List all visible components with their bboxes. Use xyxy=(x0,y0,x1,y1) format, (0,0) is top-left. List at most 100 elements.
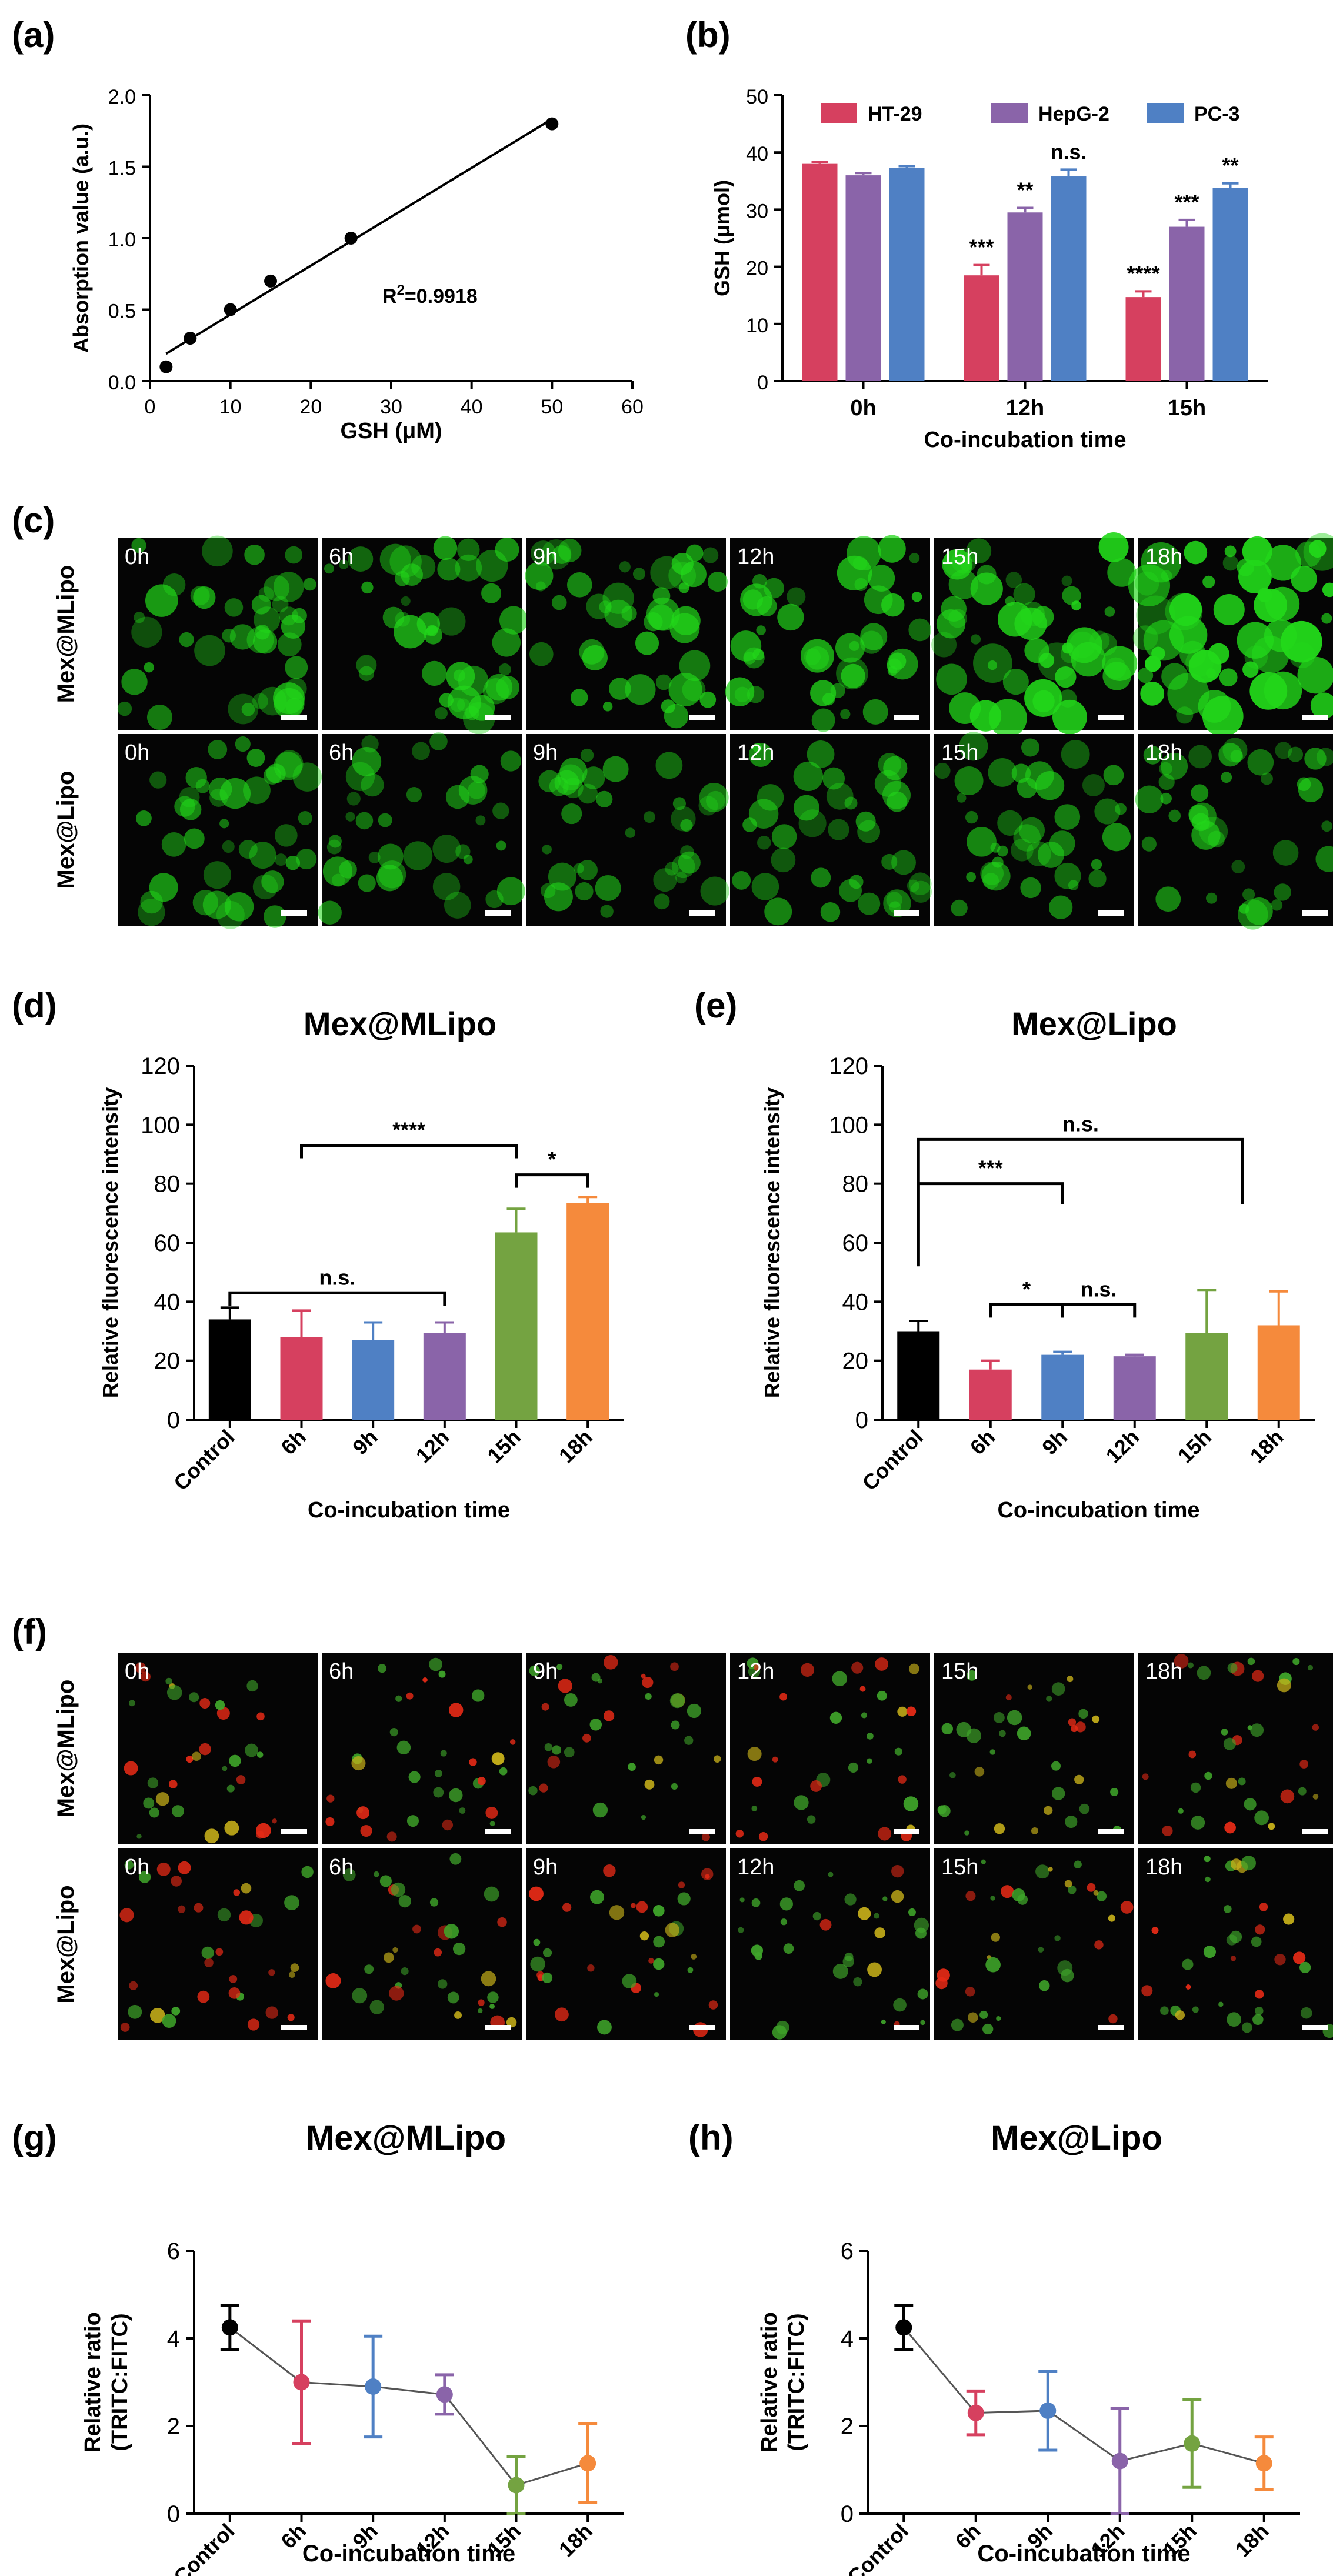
time-label: 15h xyxy=(941,1855,978,1880)
cell-blob xyxy=(592,1802,608,1818)
y-tick-label: 120 xyxy=(141,1053,180,1079)
cell-blob xyxy=(1250,1723,1264,1737)
cell-blob xyxy=(574,863,584,874)
time-label: 9h xyxy=(533,1855,558,1880)
cell-blob xyxy=(698,796,718,816)
chart-title: Mex@MLipo xyxy=(304,1005,496,1042)
cell-blob xyxy=(713,1755,721,1763)
cell-blob xyxy=(965,810,978,824)
cell-blob xyxy=(1108,2014,1118,2024)
cell-blob xyxy=(1245,897,1273,925)
cell-blob xyxy=(894,1747,902,1756)
cell-blob xyxy=(374,1871,379,1877)
cell-blob xyxy=(771,847,796,873)
cell-blob xyxy=(908,1908,916,1916)
cell-blob xyxy=(339,559,349,569)
cell-blob xyxy=(416,612,441,636)
cell-blob xyxy=(434,1948,442,1957)
cell-blob xyxy=(1068,1718,1077,1726)
micrograph-grid-c: Mex@MLipo 0h 6h 9h 12h 15h 18h Mex@Lipo 0h 6h 9h 12… xyxy=(53,532,1333,930)
cell-blob xyxy=(376,865,404,892)
cell-blob xyxy=(867,1758,872,1764)
cell-blob xyxy=(1103,765,1124,786)
cell-blob xyxy=(1160,2006,1169,2016)
micrograph-tile: 0h xyxy=(118,734,322,929)
bar xyxy=(1041,1354,1084,1420)
x-tick-label: 40 xyxy=(461,396,483,418)
scale-bar xyxy=(689,715,715,720)
row-label: Mex@MLipo xyxy=(53,565,79,703)
cell-blob xyxy=(1178,1808,1184,1814)
cell-blob xyxy=(1141,1985,1153,1997)
micrograph-tile: 15h xyxy=(934,1848,1134,2040)
cell-blob xyxy=(668,673,702,707)
cell-blob xyxy=(324,563,334,574)
cell-blob xyxy=(812,1911,822,1921)
cell-blob xyxy=(359,666,374,682)
cell-blob xyxy=(1115,803,1127,815)
y-tick-label: 20 xyxy=(746,258,768,280)
chart-title: Mex@Lipo xyxy=(1011,1005,1177,1042)
bar xyxy=(1212,188,1248,381)
cell-blob xyxy=(903,1796,919,1811)
cell-blob xyxy=(149,873,178,902)
x-tick-label: 10 xyxy=(219,396,242,418)
cell-blob xyxy=(261,870,284,893)
significance-bracket xyxy=(515,1173,589,1188)
cell-blob xyxy=(287,2014,295,2021)
cell-blob xyxy=(224,598,244,617)
cell-blob xyxy=(481,583,502,603)
cell-blob xyxy=(1242,888,1255,901)
cell-blob xyxy=(174,796,195,817)
cell-blob xyxy=(622,1974,637,1988)
cell-blob xyxy=(979,2010,988,2019)
cell-blob xyxy=(772,1756,778,1763)
cell-blob xyxy=(936,663,967,695)
cell-blob xyxy=(701,1833,710,1841)
significance-bracket xyxy=(917,1182,1064,1267)
y-axis-label: Absorption value (a.u.) xyxy=(69,124,93,353)
cell-blob xyxy=(140,1671,151,1682)
cell-blob xyxy=(830,683,845,698)
cell-blob xyxy=(1169,616,1208,654)
cell-blob xyxy=(874,1913,879,1919)
y-tick-label: 40 xyxy=(154,1289,181,1315)
x-tick-label: 30 xyxy=(380,396,402,418)
cell-blob xyxy=(1321,820,1333,832)
cell-blob xyxy=(1297,777,1311,792)
cell-blob xyxy=(268,1969,275,1976)
cell-blob xyxy=(433,1787,444,1798)
micrograph-background xyxy=(1138,1653,1333,1844)
cell-blob xyxy=(358,874,376,892)
cell-blob xyxy=(807,1815,816,1824)
cell-blob xyxy=(328,835,342,848)
cell-blob xyxy=(1054,1935,1061,1941)
significance-label: *** xyxy=(1174,190,1199,214)
significance-label: **** xyxy=(1127,261,1159,285)
micrograph-tile: 12h xyxy=(730,1653,930,1844)
cell-blob xyxy=(412,742,430,760)
cell-blob xyxy=(1238,1777,1246,1786)
cell-blob xyxy=(680,845,694,859)
cell-blob xyxy=(444,1924,459,1939)
scale-bar xyxy=(1302,910,1328,916)
cell-blob xyxy=(1198,690,1231,723)
cell-blob xyxy=(437,558,461,581)
cell-blob xyxy=(652,1904,665,1917)
cell-blob xyxy=(641,1673,646,1679)
time-label: 12h xyxy=(737,1855,774,1880)
cell-blob xyxy=(783,1943,794,1954)
scale-bar xyxy=(485,715,511,720)
data-point xyxy=(184,332,197,345)
cell-blob xyxy=(965,1987,975,1997)
cell-blob xyxy=(217,1908,231,1922)
scale-bar xyxy=(1098,910,1124,916)
micrograph-tile: 12h xyxy=(730,734,932,926)
cell-blob xyxy=(909,553,920,563)
cell-blob xyxy=(828,1871,834,1877)
cell-blob xyxy=(356,655,377,676)
cell-blob xyxy=(497,1917,507,1927)
cell-blob xyxy=(1230,749,1244,763)
cell-blob xyxy=(1188,650,1222,683)
bar xyxy=(1051,176,1087,381)
